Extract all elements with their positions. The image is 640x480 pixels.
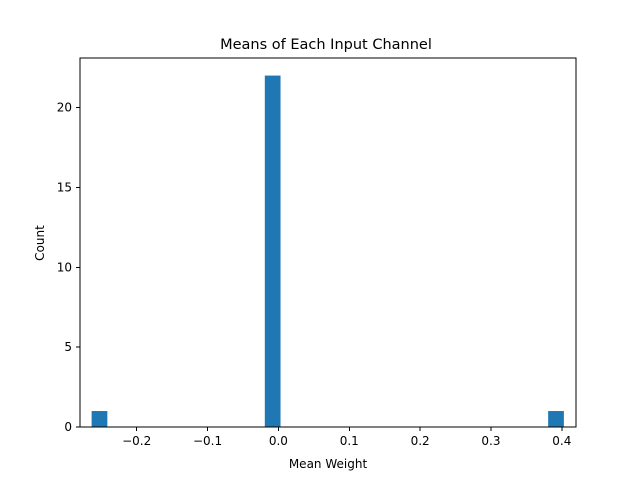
y-tick-label-4: 20 bbox=[57, 101, 72, 115]
x-ticks: −0.2 −0.1 0.0 0.1 0.2 0.3 0.4 bbox=[122, 427, 571, 448]
y-tick-label-3: 15 bbox=[57, 180, 72, 194]
y-tick-label-0: 0 bbox=[64, 420, 72, 434]
x-tick-label-6: 0.4 bbox=[552, 434, 571, 448]
x-axis-label: Mean Weight bbox=[289, 457, 368, 471]
y-tick-label-1: 5 bbox=[64, 340, 72, 354]
x-tick-label-3: 0.1 bbox=[340, 434, 359, 448]
axes-spines bbox=[79, 57, 577, 428]
chart-title: Means of Each Input Channel bbox=[220, 37, 432, 53]
x-tick-label-1: −0.1 bbox=[193, 434, 222, 448]
axes-frame bbox=[79, 57, 577, 428]
histogram-bar-0 bbox=[91, 411, 108, 427]
y-axis-label: Count bbox=[33, 225, 47, 261]
bars-layer bbox=[91, 75, 564, 427]
x-tick-label-4: 0.2 bbox=[411, 434, 430, 448]
y-ticks: 0 5 10 15 20 bbox=[57, 101, 80, 434]
x-tick-label-2: 0.0 bbox=[269, 434, 288, 448]
histogram-bar-2 bbox=[548, 411, 564, 427]
x-tick-label-5: 0.3 bbox=[481, 434, 500, 448]
x-tick-label-0: −0.2 bbox=[122, 434, 151, 448]
histogram-bar-1 bbox=[264, 75, 281, 427]
y-tick-label-2: 10 bbox=[57, 260, 72, 274]
